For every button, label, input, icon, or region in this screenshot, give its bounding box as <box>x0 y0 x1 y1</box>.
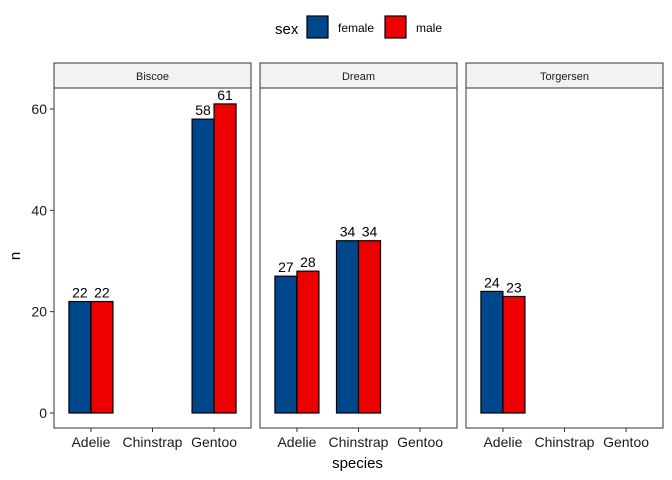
facet-panel-biscoe: Biscoe Adelie 22 22 Chinstrap Gentoo 58 61 <box>53 62 252 450</box>
bar-male-gentoo <box>213 103 237 414</box>
x-tick-label: Adelie <box>277 434 316 450</box>
x-tick-label: Gentoo <box>397 434 443 450</box>
legend: sex female male <box>275 15 442 39</box>
bar-male-adelie <box>502 295 526 414</box>
bar-value-label: 22 <box>94 285 110 301</box>
bar-female-chinstrap <box>335 240 360 414</box>
x-tick-label: Adelie <box>71 434 110 450</box>
x-tick-label: Gentoo <box>191 434 237 450</box>
legend-title: sex <box>275 21 299 38</box>
x-tick-label: Chinstrap <box>329 434 389 450</box>
x-tick-label: Chinstrap <box>123 434 183 450</box>
bar-female-adelie <box>274 275 298 414</box>
facet-panel-torgersen: Torgersen Adelie 24 23 Chinstrap Gentoo <box>465 62 664 450</box>
bar-male-adelie <box>296 270 320 414</box>
facet-strip <box>53 62 252 89</box>
legend-key-female <box>306 15 329 39</box>
bar-value-label: 22 <box>72 285 88 301</box>
bar-value-label: 28 <box>300 254 316 270</box>
bar-value-label: 34 <box>340 224 356 240</box>
legend-label-female: female <box>338 21 374 35</box>
bar-female-adelie <box>480 290 504 414</box>
bar-male-chinstrap <box>357 240 382 414</box>
bar-female-gentoo <box>191 118 215 414</box>
y-tick-label: 40 <box>31 202 47 218</box>
y-tick-label: 20 <box>31 304 47 320</box>
facet-strip-label: Dream <box>342 71 375 83</box>
x-axis-title: species <box>332 455 383 472</box>
facet-strip-label: Torgersen <box>540 71 589 83</box>
bar-value-label: 23 <box>506 279 522 295</box>
bar-male-adelie <box>90 300 114 414</box>
y-tick-label: 60 <box>31 101 47 117</box>
y-axis-title: n <box>7 252 24 260</box>
bar-value-label: 58 <box>195 102 211 118</box>
facet-strip <box>465 62 664 89</box>
x-tick-label: Gentoo <box>603 434 649 450</box>
x-tick-label: Chinstrap <box>535 434 595 450</box>
bar-value-label: 34 <box>362 224 378 240</box>
facet-strip <box>259 62 458 89</box>
x-tick-label: Adelie <box>483 434 522 450</box>
facet-strip-label: Biscoe <box>136 71 169 83</box>
bar-value-label: 24 <box>484 274 500 290</box>
legend-key-male <box>384 15 407 39</box>
bar-value-label: 27 <box>278 259 294 275</box>
y-axis: 0 20 40 60 <box>31 101 54 421</box>
facet-panel-dream: Dream Adelie 27 28 Chinstrap 34 34 Gentoo <box>259 62 458 450</box>
bar-value-label: 61 <box>217 87 233 103</box>
y-tick-label: 0 <box>39 405 47 421</box>
legend-label-male: male <box>416 21 442 35</box>
bar-female-adelie <box>68 300 92 414</box>
